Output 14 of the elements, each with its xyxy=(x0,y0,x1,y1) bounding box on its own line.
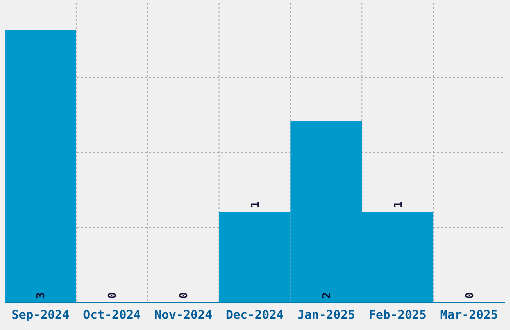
data-label: 3 xyxy=(34,292,48,299)
x-tick-label: Dec-2024 xyxy=(226,308,284,322)
x-tick-label: Sep-2024 xyxy=(12,308,70,322)
x-tick-label: Mar-2025 xyxy=(440,308,498,322)
data-label: 1 xyxy=(249,201,262,208)
data-label: 0 xyxy=(463,292,476,299)
x-tick-label: Jan-2025 xyxy=(298,308,356,322)
x-tick-label: Nov-2024 xyxy=(154,308,212,322)
data-label: 2 xyxy=(320,292,334,299)
x-tick-label: Oct-2024 xyxy=(83,308,142,322)
data-label: 0 xyxy=(178,292,191,299)
data-label: 0 xyxy=(106,292,120,299)
data-label: 1 xyxy=(392,201,405,208)
x-tick-label: Feb-2025 xyxy=(368,308,427,322)
